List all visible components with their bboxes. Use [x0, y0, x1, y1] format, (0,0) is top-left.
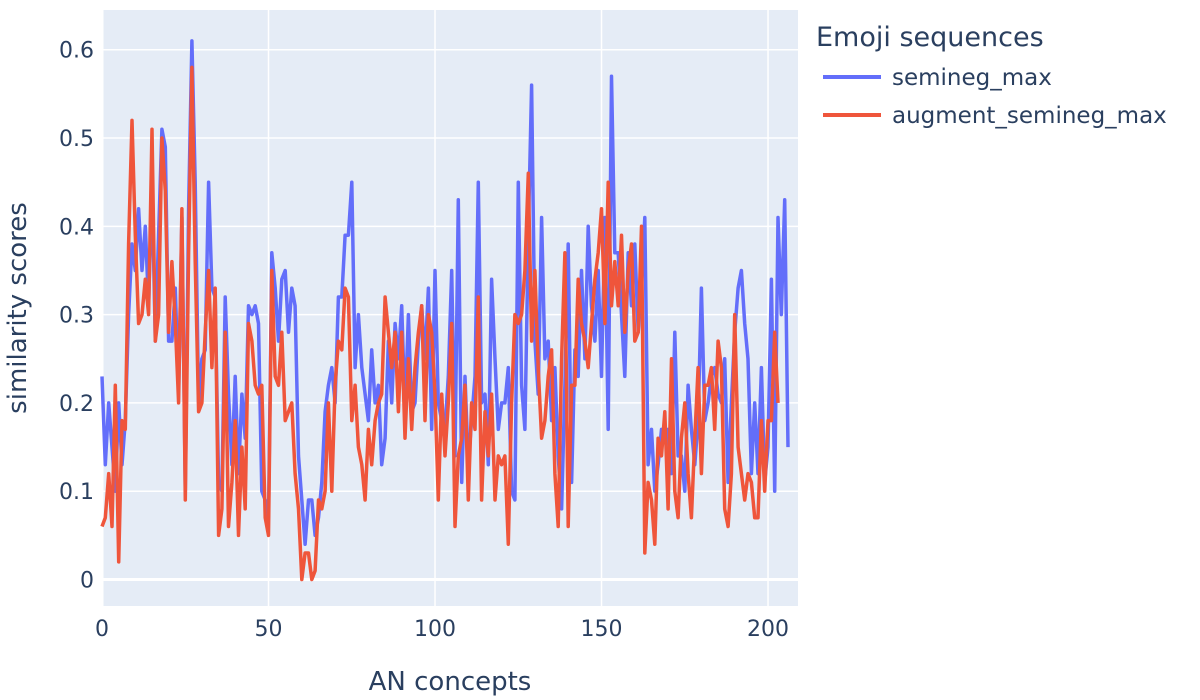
x-tick-label: 0: [95, 617, 109, 642]
legend-item-augment-semineg-max[interactable]: augment_semineg_max: [823, 103, 1167, 129]
legend-title: Emoji sequences: [816, 22, 1044, 53]
legend-item-semineg-max[interactable]: semineg_max: [823, 65, 1052, 91]
x-tick-label: 100: [414, 617, 456, 642]
series-lines: [100, 39, 790, 582]
x-tick-label: 150: [581, 617, 623, 642]
series-line-augment-semineg-max: [100, 65, 780, 582]
x-tick-label: 50: [255, 617, 283, 642]
y-tick-label: 0.4: [59, 215, 94, 240]
x-axis-tick-labels: 0 50 100 150 200: [95, 617, 789, 642]
legend-label: semineg_max: [892, 65, 1052, 91]
x-tick-label: 200: [747, 617, 789, 642]
y-tick-label: 0.5: [59, 127, 94, 152]
y-axis-tick-labels: 0 0.1 0.2 0.3 0.4 0.5 0.6: [59, 39, 94, 594]
y-axis-title: similarity scores: [3, 202, 33, 414]
y-tick-label: 0: [80, 569, 94, 594]
legend-label: augment_semineg_max: [892, 103, 1167, 129]
y-tick-label: 0.3: [59, 304, 94, 329]
x-axis-title: AN concepts: [369, 667, 532, 697]
y-tick-label: 0.6: [59, 39, 94, 64]
y-tick-label: 0.1: [59, 480, 94, 505]
y-tick-label: 0.2: [59, 392, 94, 417]
legend[interactable]: Emoji sequences semineg_max augment_semin…: [816, 22, 1167, 129]
